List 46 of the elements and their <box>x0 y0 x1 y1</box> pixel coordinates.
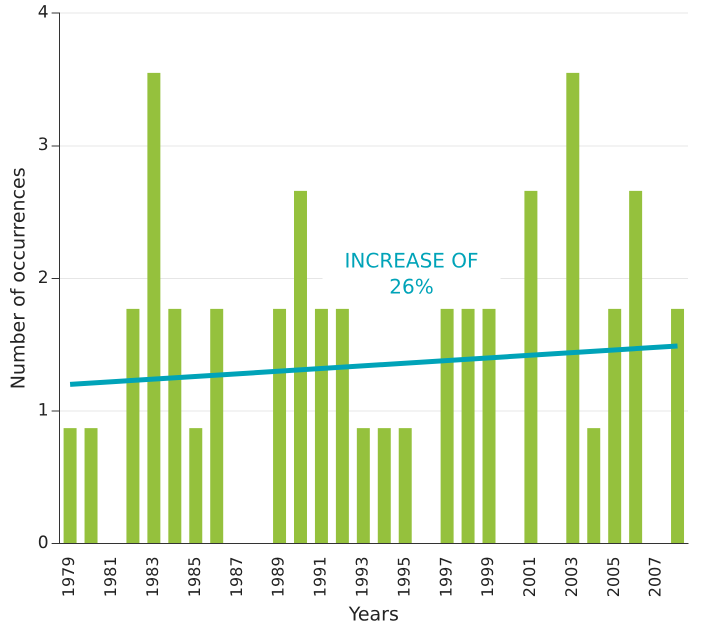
x-tick-label: 1995 <box>394 556 414 598</box>
x-tick-label: 2005 <box>604 556 623 598</box>
x-tick-label: 1999 <box>478 556 498 598</box>
bar <box>336 308 349 543</box>
bar <box>273 308 286 543</box>
bar <box>629 190 642 543</box>
x-tick-label: 1987 <box>226 556 246 598</box>
x-tick-label: 1993 <box>352 556 372 598</box>
bar <box>168 308 182 543</box>
bar <box>608 308 622 543</box>
x-tick-label: 2001 <box>520 556 540 598</box>
bar <box>671 308 684 543</box>
x-tick-label: 1979 <box>59 556 78 598</box>
bar <box>462 308 475 543</box>
x-tick-label: 2007 <box>646 556 665 598</box>
bar <box>84 428 98 543</box>
y-tick-label: 2 <box>38 268 49 288</box>
x-tick-label: 1997 <box>436 556 456 598</box>
bar <box>378 428 391 543</box>
bar <box>64 428 77 543</box>
y-tick-label: 3 <box>38 135 49 156</box>
x-tick-label: 1983 <box>143 556 162 598</box>
x-axis-title: Years <box>348 604 399 626</box>
bar <box>398 428 412 543</box>
bar <box>356 428 370 543</box>
x-tick-label: 1981 <box>101 556 120 598</box>
x-tick-label: 1991 <box>310 556 330 598</box>
bar <box>587 428 600 543</box>
y-axis-title: Number of occurrences <box>7 167 30 390</box>
bar <box>440 308 454 543</box>
annotation: INCREASE OF 26% <box>344 248 479 299</box>
x-tick-label: 1985 <box>184 556 204 598</box>
y-tick-label: 0 <box>38 532 49 553</box>
y-tick-label: 1 <box>38 400 49 420</box>
y-tick-label: 4 <box>38 2 49 23</box>
x-tick-label: 1989 <box>268 556 288 598</box>
bar <box>294 190 307 543</box>
bar <box>524 190 538 543</box>
bar <box>210 308 224 543</box>
bar <box>314 308 328 543</box>
x-tick-label: 2003 <box>562 556 581 598</box>
bar <box>126 308 140 543</box>
bar <box>189 428 202 543</box>
bar <box>566 72 580 543</box>
bar <box>147 72 160 543</box>
bar <box>482 308 496 543</box>
